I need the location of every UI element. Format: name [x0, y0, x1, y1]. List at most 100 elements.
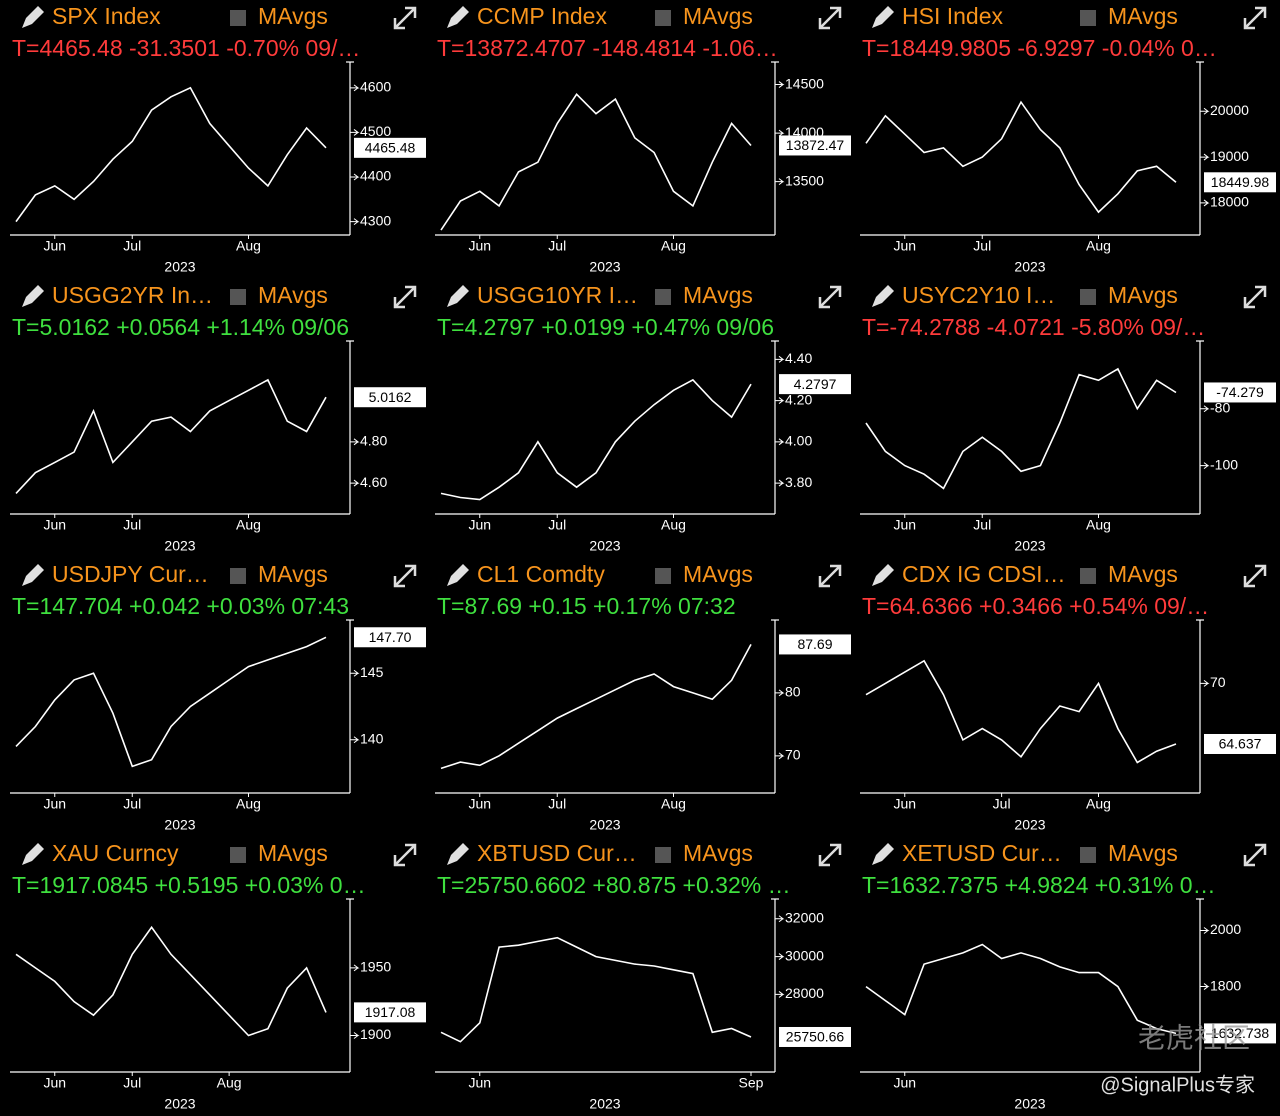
last-value-label: 4465.48: [365, 140, 416, 156]
y-tick-label: 4300: [360, 212, 391, 228]
y-tick: [1200, 199, 1210, 207]
y-tick: [350, 479, 360, 487]
legend-swatch: [1080, 289, 1096, 305]
expand-icon[interactable]: [818, 285, 842, 309]
y-tick: [1200, 983, 1210, 990]
y-tick: [350, 964, 360, 972]
chart-title: CCMP Index: [477, 3, 607, 29]
x-tick-label: Jul: [123, 1075, 141, 1091]
price-line: [15, 86, 327, 223]
legend-label: MAvgs: [683, 561, 753, 587]
y-tick: [775, 81, 785, 88]
y-tick: [1200, 405, 1210, 413]
y-tick-label: 30000: [785, 947, 824, 963]
expand-icon[interactable]: [1243, 285, 1267, 309]
y-tick: [775, 689, 785, 697]
x-tick-label: Jun: [468, 517, 491, 533]
y-tick: [1200, 153, 1210, 161]
x-tick-label: Jul: [548, 796, 566, 812]
expand-icon[interactable]: [818, 6, 842, 30]
expand-icon[interactable]: [393, 285, 417, 309]
price-line: [865, 659, 1177, 764]
x-tick-label: Jun: [893, 796, 916, 812]
x-tick-label: Aug: [217, 1075, 242, 1091]
price-line: [440, 378, 752, 501]
y-tick-label: 4500: [360, 123, 391, 139]
price-line: [440, 644, 752, 770]
y-tick-label: 4.60: [360, 474, 387, 490]
y-tick: [350, 84, 360, 92]
ticker-line: T=18449.9805 -6.9297 -0.04% 0…: [862, 35, 1217, 61]
chart-title: HSI Index: [902, 3, 1003, 29]
edit-icon: [22, 6, 44, 28]
legend-swatch: [655, 10, 671, 26]
edit-icon: [447, 843, 469, 865]
x-tick-label: Aug: [661, 796, 686, 812]
ticker-line: T=-74.2788 -4.0721 -5.80% 09/…: [862, 314, 1205, 340]
x-axis-label: 2023: [589, 538, 620, 554]
price-line: [865, 367, 1177, 490]
expand-icon[interactable]: [1243, 843, 1267, 867]
y-tick-label: 4.00: [785, 433, 812, 449]
ticker-line: T=147.704 +0.042 +0.03% 07:43: [12, 593, 349, 619]
x-axis-label: 2023: [589, 259, 620, 275]
x-tick-label: Aug: [661, 517, 686, 533]
last-value-tag: [1204, 733, 1276, 754]
legend-label: MAvgs: [683, 282, 753, 308]
x-axis-label: 2023: [164, 538, 195, 554]
last-value-tag: [779, 634, 851, 655]
ticker-line: T=4465.48 -31.3501 -0.70% 09/…: [12, 35, 360, 61]
y-tick-label: -80: [1210, 399, 1230, 415]
legend-label: MAvgs: [258, 840, 328, 866]
y-tick-label: 4.20: [785, 391, 812, 407]
legend-label: MAvgs: [258, 282, 328, 308]
x-tick-label: Sep: [739, 1075, 764, 1091]
y-tick-label: 18000: [1210, 194, 1249, 210]
expand-icon[interactable]: [393, 564, 417, 588]
x-tick-label: Jul: [973, 238, 991, 254]
x-tick-label: Jul: [123, 238, 141, 254]
expand-icon[interactable]: [1243, 564, 1267, 588]
y-tick-label: 4400: [360, 168, 391, 184]
ticker-line: T=25750.6602 +80.875 +0.32% …: [437, 872, 791, 898]
expand-icon[interactable]: [393, 843, 417, 867]
y-tick: [1200, 927, 1210, 934]
last-value-label: 4.2797: [794, 376, 837, 392]
x-axis-label: 2023: [589, 1096, 620, 1112]
edit-icon: [447, 285, 469, 307]
expand-icon[interactable]: [818, 564, 842, 588]
x-tick-label: Jun: [893, 1075, 916, 1091]
y-tick: [350, 669, 360, 677]
edit-icon: [872, 843, 894, 865]
y-tick-label: -100: [1210, 456, 1238, 472]
x-axis-label: 2023: [1014, 259, 1045, 275]
x-tick-label: Jun: [468, 1075, 491, 1091]
chart-title: XAU Curncy: [52, 840, 179, 866]
y-tick: [350, 129, 360, 136]
x-tick-label: Aug: [1086, 517, 1111, 533]
y-tick-label: 13500: [785, 172, 824, 188]
y-tick-label: 19000: [1210, 148, 1249, 164]
price-line: [15, 378, 327, 494]
x-tick-label: Jun: [43, 1075, 66, 1091]
y-tick-label: 1950: [360, 959, 391, 975]
expand-icon[interactable]: [818, 843, 842, 867]
y-tick: [775, 178, 785, 186]
watermark-logo: 老虎社区: [1138, 1022, 1250, 1053]
edit-icon: [22, 843, 44, 865]
last-value-tag: [354, 627, 426, 648]
y-tick-label: 14500: [785, 75, 824, 91]
edit-icon: [447, 564, 469, 586]
ticker-line: T=4.2797 +0.0199 +0.47% 09/06: [437, 314, 774, 340]
expand-icon[interactable]: [1243, 6, 1267, 30]
legend-swatch: [230, 568, 246, 584]
expand-icon[interactable]: [393, 6, 417, 30]
x-axis-label: 2023: [589, 817, 620, 833]
x-axis-label: 2023: [1014, 538, 1045, 554]
x-tick-label: Jun: [468, 238, 491, 254]
x-axis-label: 2023: [1014, 817, 1045, 833]
y-tick-label: 4.80: [360, 433, 387, 449]
legend-swatch: [655, 568, 671, 584]
legend-label: MAvgs: [258, 3, 328, 29]
